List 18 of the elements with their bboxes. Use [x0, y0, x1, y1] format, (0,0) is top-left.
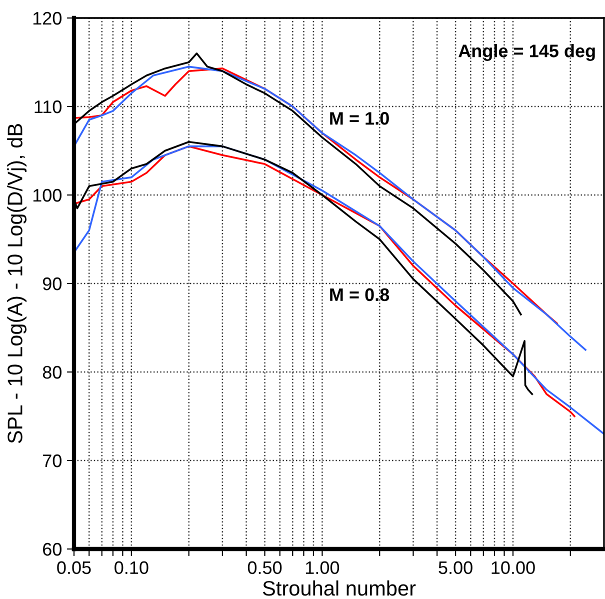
y-tick-label: 80 — [42, 366, 62, 379]
x-axis-title: Strouhal number — [262, 580, 416, 596]
annotation: Angle = 145 deg — [458, 44, 595, 61]
y-tick-label: 110 — [34, 100, 62, 114]
y-tick-label: 90 — [42, 277, 62, 290]
x-tick-label: 0.10 — [114, 561, 148, 574]
annotation: M = 0.8 — [330, 288, 390, 302]
annotation: M = 1.0 — [330, 112, 389, 125]
x-tick-label: 1.00 — [306, 561, 340, 574]
y-tick-label: 60 — [43, 542, 62, 556]
x-tick-label: 5.00 — [438, 561, 472, 574]
y-axis-title: SPL - 10 Log(A) - 10 Log(D/Vj), dB — [7, 124, 27, 444]
x-tick-label: 0.50 — [248, 561, 282, 574]
y-tick-label: 100 — [33, 188, 62, 202]
x-tick-label: 0.05 — [57, 561, 91, 574]
x-tick-label: 10.00 — [492, 561, 535, 574]
y-tick-label: 120 — [33, 12, 62, 25]
y-tick-label: 70 — [43, 454, 62, 468]
